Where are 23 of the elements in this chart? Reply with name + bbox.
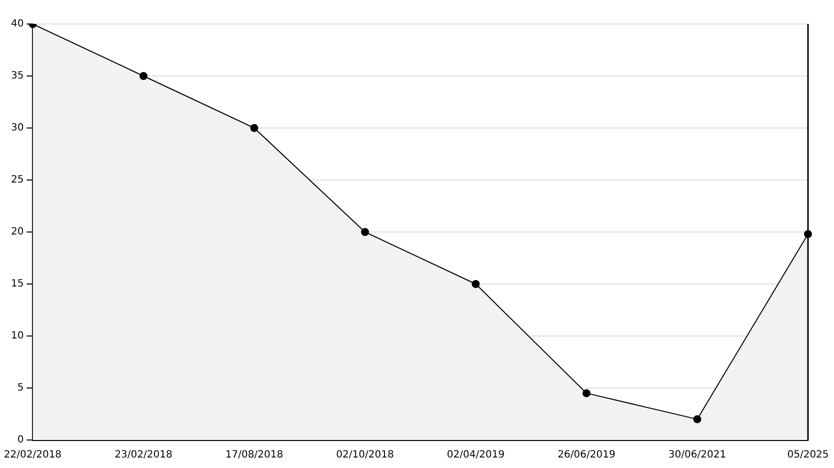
y-tick-label: 25 xyxy=(10,174,24,186)
x-tick-label: 02/10/2018 xyxy=(336,450,394,461)
y-tick-label: 35 xyxy=(10,70,24,82)
x-tick-label: 30/06/2021 xyxy=(668,450,726,461)
point xyxy=(250,124,258,132)
x-tick-label: 22/02/2018 xyxy=(4,450,62,461)
point xyxy=(139,72,148,80)
x-tick-label: 26/06/2019 xyxy=(558,450,616,461)
y-tick-label: 15 xyxy=(10,278,24,290)
x-tick-label: 17/08/2018 xyxy=(225,450,284,461)
y-tick-label: 30 xyxy=(10,122,24,134)
point xyxy=(360,228,369,236)
y-tick-label: 40 xyxy=(10,18,24,30)
y-tick-label: 10 xyxy=(10,330,24,342)
point xyxy=(472,280,480,288)
x-tick-label: 23/02/2018 xyxy=(114,450,172,461)
y-tick-label: 20 xyxy=(10,226,24,238)
point xyxy=(693,415,702,424)
point xyxy=(582,389,590,398)
y-tick-label: 0 xyxy=(17,434,24,446)
x-tick-label: 02/04/2019 xyxy=(446,450,505,461)
y-tick-label: 5 xyxy=(17,382,24,394)
x-tick-label: 05/2025 xyxy=(787,450,829,461)
